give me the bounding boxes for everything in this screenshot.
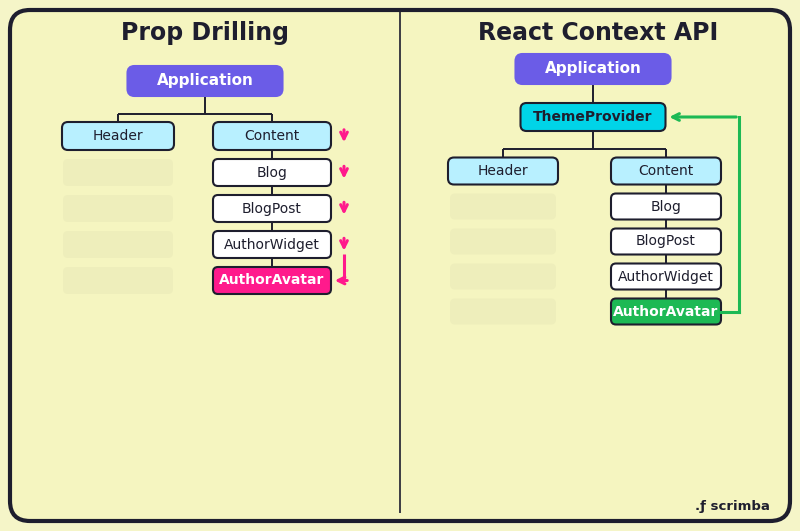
FancyBboxPatch shape: [611, 158, 721, 184]
Text: Application: Application: [157, 73, 254, 89]
FancyBboxPatch shape: [521, 103, 666, 131]
FancyBboxPatch shape: [10, 10, 790, 521]
Text: Content: Content: [638, 164, 694, 178]
Text: ThemeProvider: ThemeProvider: [534, 110, 653, 124]
FancyBboxPatch shape: [450, 263, 556, 289]
FancyBboxPatch shape: [450, 228, 556, 254]
Text: BlogPost: BlogPost: [242, 201, 302, 216]
FancyBboxPatch shape: [213, 267, 331, 294]
Text: Blog: Blog: [650, 200, 682, 213]
Text: React Context API: React Context API: [478, 21, 718, 45]
FancyBboxPatch shape: [611, 228, 721, 254]
Text: BlogPost: BlogPost: [636, 235, 696, 249]
FancyBboxPatch shape: [63, 195, 173, 222]
FancyBboxPatch shape: [450, 298, 556, 324]
FancyBboxPatch shape: [515, 54, 670, 84]
Text: Content: Content: [244, 129, 300, 143]
Text: AuthorAvatar: AuthorAvatar: [219, 273, 325, 287]
Text: AuthorWidget: AuthorWidget: [224, 237, 320, 252]
FancyBboxPatch shape: [213, 159, 331, 186]
FancyBboxPatch shape: [127, 66, 282, 96]
Text: Application: Application: [545, 62, 642, 76]
Text: Blog: Blog: [257, 166, 287, 179]
FancyBboxPatch shape: [213, 195, 331, 222]
FancyBboxPatch shape: [63, 267, 173, 294]
FancyBboxPatch shape: [213, 122, 331, 150]
FancyBboxPatch shape: [611, 298, 721, 324]
FancyBboxPatch shape: [611, 193, 721, 219]
FancyBboxPatch shape: [611, 263, 721, 289]
FancyBboxPatch shape: [63, 159, 173, 186]
FancyBboxPatch shape: [62, 122, 174, 150]
FancyBboxPatch shape: [63, 231, 173, 258]
FancyBboxPatch shape: [450, 193, 556, 219]
Text: Prop Drilling: Prop Drilling: [121, 21, 289, 45]
FancyBboxPatch shape: [448, 158, 558, 184]
Text: Header: Header: [478, 164, 528, 178]
Text: AuthorAvatar: AuthorAvatar: [614, 304, 718, 319]
Text: .ƒ scrimba: .ƒ scrimba: [695, 500, 770, 513]
FancyBboxPatch shape: [213, 231, 331, 258]
Text: AuthorWidget: AuthorWidget: [618, 270, 714, 284]
Text: Header: Header: [93, 129, 143, 143]
